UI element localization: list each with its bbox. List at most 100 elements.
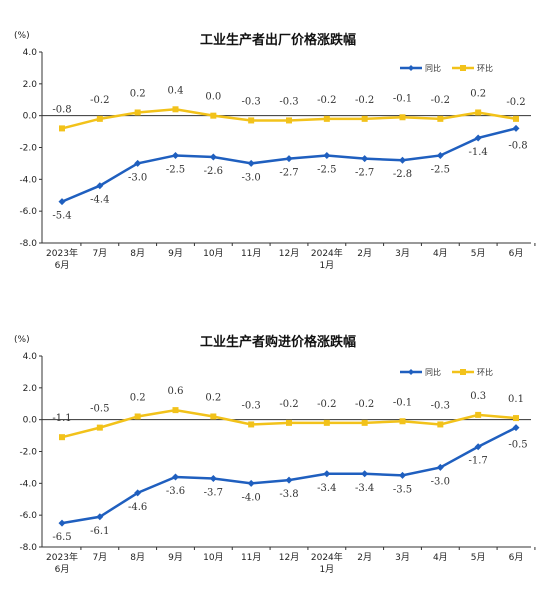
data-label: -0.5 bbox=[508, 440, 527, 451]
data-label: -4.4 bbox=[90, 195, 109, 206]
legend-label: 同比 bbox=[425, 367, 441, 377]
data-point bbox=[323, 470, 331, 478]
data-label: -0.2 bbox=[317, 95, 336, 106]
data-point bbox=[513, 115, 519, 122]
data-point bbox=[248, 421, 255, 428]
y-axis-unit: (%) bbox=[14, 335, 30, 345]
x-tick-label: 3月 bbox=[395, 248, 410, 259]
chart-title: 工业生产者出厂价格涨跌幅 bbox=[200, 32, 356, 48]
x-tick-label: 6月 bbox=[55, 260, 70, 271]
x-tick-label: 8月 bbox=[130, 552, 145, 563]
data-point bbox=[361, 470, 369, 478]
chart-1: 工业生产者出厂价格涨跌幅 (%) 4.0 2.0 0.0 -2.0 -4.0 -6.0 -8.0… bbox=[14, 31, 536, 271]
data-point bbox=[210, 112, 217, 119]
data-point bbox=[474, 134, 482, 142]
data-point bbox=[285, 476, 293, 484]
x-tick-label: 12月 bbox=[279, 552, 299, 563]
data-label: -3.7 bbox=[204, 488, 223, 499]
data-point bbox=[361, 155, 369, 163]
data-point bbox=[323, 115, 330, 122]
legend-marker bbox=[460, 369, 466, 375]
x-tick-label: 1月 bbox=[319, 564, 334, 575]
data-label: -2.8 bbox=[393, 169, 412, 180]
data-point bbox=[399, 418, 406, 425]
data-point bbox=[475, 411, 482, 418]
data-point bbox=[436, 463, 444, 471]
data-label: -0.3 bbox=[431, 400, 450, 411]
x-tick-label: 2月 bbox=[357, 552, 372, 563]
data-point bbox=[286, 419, 292, 426]
data-point bbox=[209, 153, 217, 161]
data-label: -2.6 bbox=[204, 166, 223, 177]
chart-2: 工业生产者购进价格涨跌幅 (%) 4.0 2.0 0.0 -2.0 -4.0 -6.0 -8.0… bbox=[14, 334, 536, 575]
x-tick-label: 7月 bbox=[92, 552, 107, 563]
data-label: -0.1 bbox=[393, 397, 412, 408]
data-label: -0.2 bbox=[506, 97, 525, 108]
data-label: 0.2 bbox=[130, 88, 146, 99]
data-point bbox=[58, 519, 66, 527]
data-label: -0.8 bbox=[52, 104, 71, 115]
x-tick-label: 6月 bbox=[509, 552, 524, 563]
data-point bbox=[437, 115, 444, 122]
data-label: 0.3 bbox=[470, 391, 486, 402]
data-point bbox=[96, 424, 103, 431]
x-tick-label: 10月 bbox=[203, 248, 223, 259]
x-tick-label: 2023年 bbox=[46, 551, 78, 563]
data-label: -2.5 bbox=[431, 164, 450, 175]
data-label: -1.4 bbox=[469, 147, 488, 158]
x-tick-label: 12月 bbox=[279, 248, 299, 259]
x-tick-label: 4月 bbox=[433, 552, 448, 563]
data-label: -3.0 bbox=[431, 476, 450, 487]
y-tick-label: 0.0 bbox=[23, 112, 38, 122]
y-tick-label: 2.0 bbox=[23, 384, 38, 394]
data-label: -0.2 bbox=[355, 95, 374, 106]
data-point bbox=[172, 106, 179, 113]
data-label: 0.6 bbox=[168, 386, 184, 397]
data-label: -4.0 bbox=[242, 492, 261, 503]
data-point bbox=[96, 182, 104, 190]
data-point bbox=[134, 489, 142, 497]
data-label: -5.4 bbox=[52, 211, 71, 222]
legend-marker bbox=[460, 65, 466, 71]
data-point bbox=[437, 421, 444, 428]
x-tick-label: 2月 bbox=[357, 248, 372, 259]
chart-title: 工业生产者购进价格涨跌幅 bbox=[200, 334, 356, 350]
data-label: -2.5 bbox=[317, 164, 336, 175]
data-point bbox=[512, 124, 520, 132]
data-label: 0.4 bbox=[168, 85, 184, 96]
y-tick-label: -6.0 bbox=[19, 207, 37, 217]
data-point bbox=[172, 151, 179, 159]
x-tick-label: 9月 bbox=[168, 248, 183, 259]
data-point bbox=[323, 419, 330, 426]
data-point bbox=[59, 125, 65, 132]
data-label: -0.2 bbox=[431, 95, 450, 106]
data-label: -0.3 bbox=[242, 400, 261, 411]
data-point bbox=[285, 155, 293, 163]
data-label: -3.6 bbox=[166, 486, 185, 497]
data-point bbox=[172, 407, 179, 414]
data-point bbox=[59, 434, 65, 441]
y-tick-label: 4.0 bbox=[23, 48, 38, 58]
data-label: -0.8 bbox=[508, 140, 527, 151]
data-label: -3.0 bbox=[128, 172, 147, 183]
data-label: -0.2 bbox=[317, 399, 336, 410]
data-label: -0.2 bbox=[279, 399, 298, 410]
x-tick-label: 11月 bbox=[241, 552, 261, 563]
data-label: -6.5 bbox=[52, 532, 71, 543]
data-label: -6.1 bbox=[90, 526, 109, 537]
data-point bbox=[513, 415, 519, 422]
y-tick-label: -2.0 bbox=[19, 448, 37, 458]
data-label: 0.1 bbox=[508, 394, 524, 405]
y-tick-label: -6.0 bbox=[19, 511, 37, 521]
data-point bbox=[172, 473, 179, 481]
data-label: -0.3 bbox=[279, 96, 298, 107]
data-point bbox=[134, 159, 142, 167]
data-label: -1.7 bbox=[469, 456, 488, 467]
data-point bbox=[286, 117, 292, 124]
x-tick-label: 4月 bbox=[433, 248, 448, 259]
data-point bbox=[512, 424, 520, 432]
data-label: 0.2 bbox=[470, 88, 486, 99]
data-point bbox=[58, 198, 66, 206]
x-tick-label: 2024年 bbox=[311, 247, 343, 259]
